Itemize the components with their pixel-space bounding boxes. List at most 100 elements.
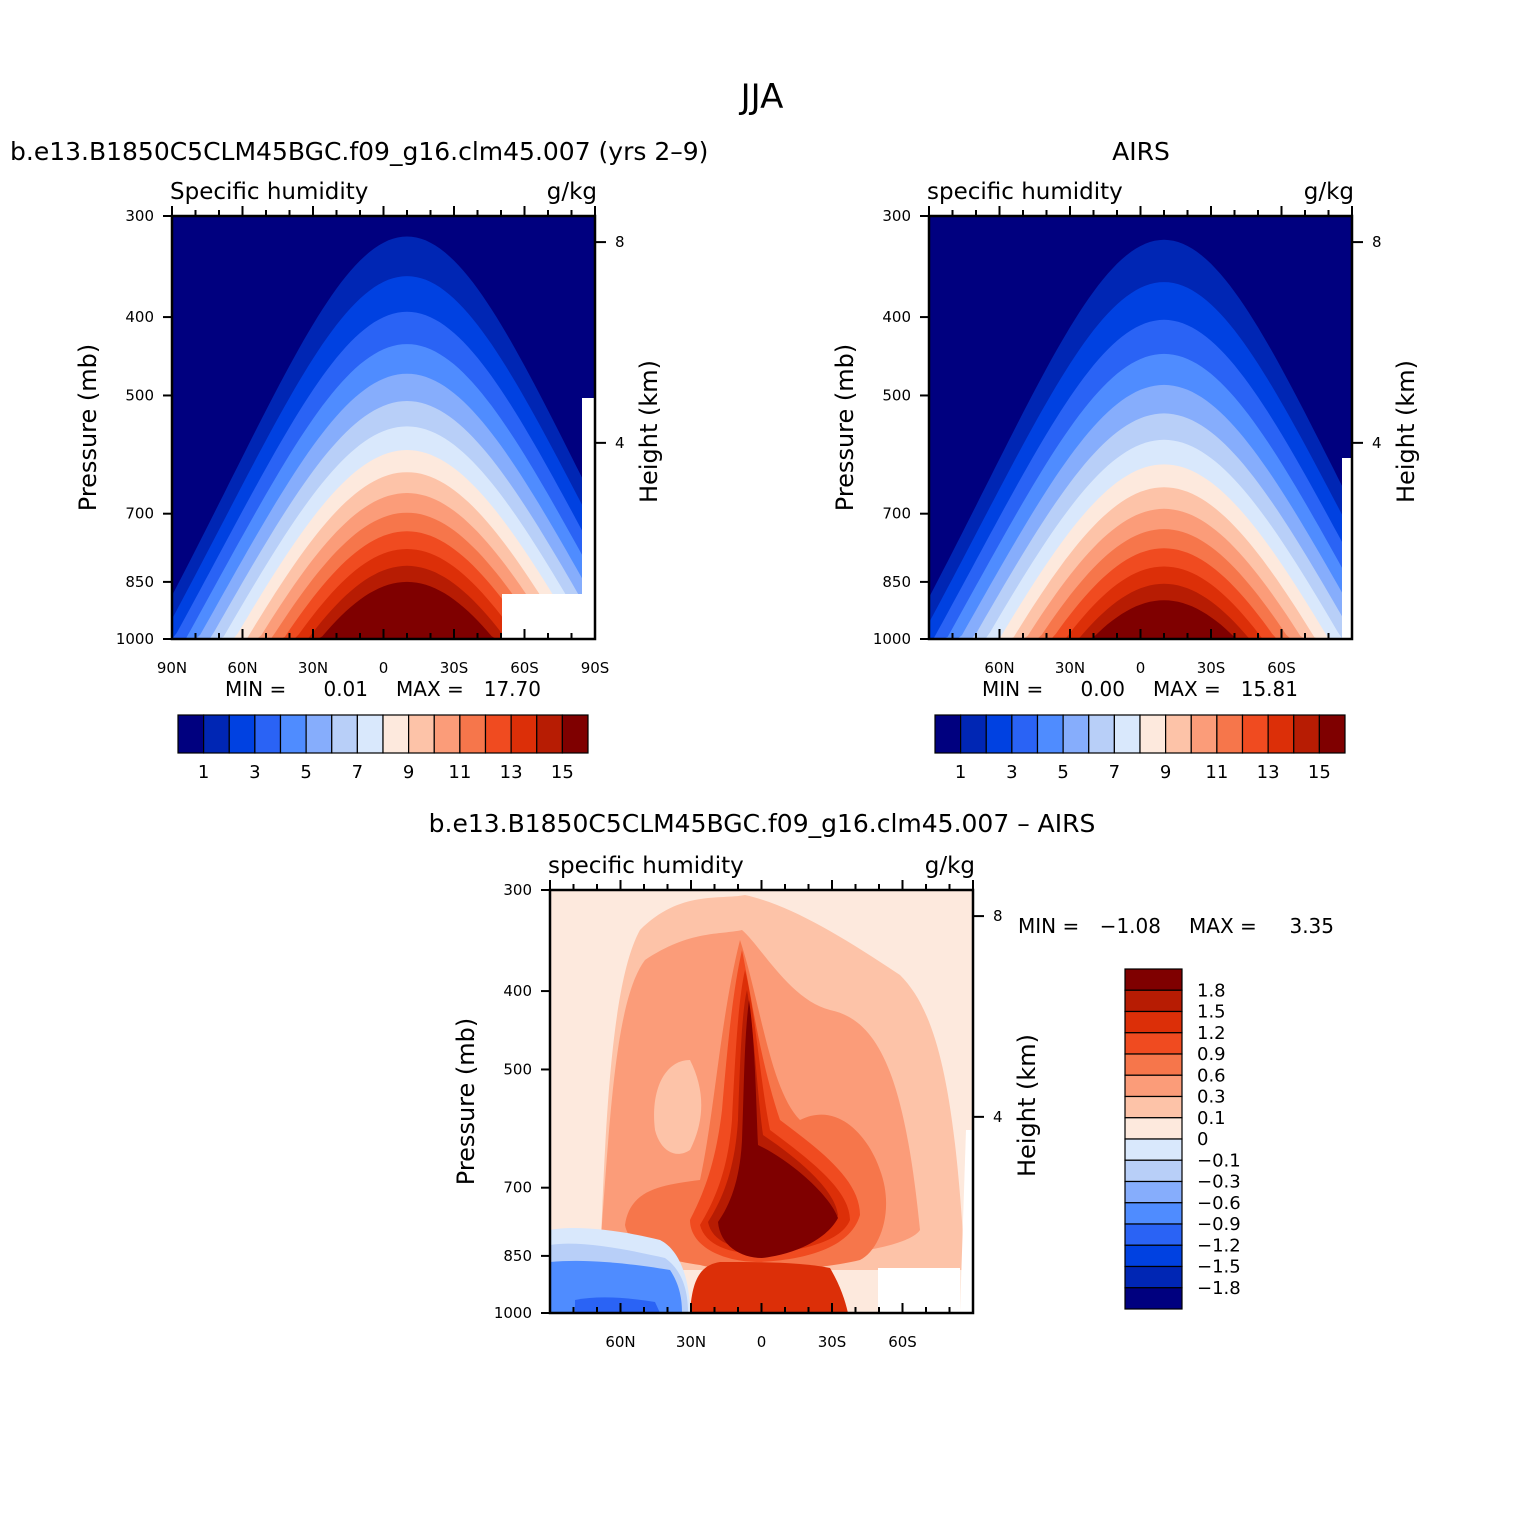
colorbar-swatch <box>1124 1202 1183 1225</box>
colorbar-label: −0.3 <box>1197 1172 1241 1193</box>
colorbar-label: 13 <box>500 762 523 783</box>
colorbar-swatch <box>1124 968 1183 991</box>
colorbar-label: 15 <box>551 762 574 783</box>
contour-field <box>172 216 595 639</box>
colorbar-swatch <box>1293 714 1320 754</box>
colorbar-swatch <box>433 714 461 754</box>
y2-tick-label: 4 <box>993 1108 1003 1126</box>
colorbar-swatch <box>1124 1244 1183 1268</box>
colorbar-swatch <box>1124 1287 1183 1310</box>
x-tick-label: 90N <box>157 659 187 677</box>
x-tick-label: 90S <box>581 659 610 677</box>
colorbar-swatch <box>305 714 333 754</box>
colorbar: 1 3 5 7 9 11 13 15 <box>934 714 1346 783</box>
colorbar-swatch <box>1088 714 1115 754</box>
colorbar-swatch <box>1124 1010 1183 1034</box>
x-tick-label: 30N <box>298 659 328 677</box>
colorbar-swatch <box>1124 1095 1183 1119</box>
y2-tick-label: 8 <box>993 907 1003 925</box>
y2-tick-label: 4 <box>615 434 625 452</box>
y2-tick-label: 8 <box>615 233 625 251</box>
stat-min-label: MIN = <box>982 677 1043 701</box>
x-tick-label: 0 <box>757 1333 767 1351</box>
y-tick-label: 500 <box>125 386 154 404</box>
colorbar-swatch <box>1124 1053 1183 1076</box>
colorbar-swatch <box>536 714 563 754</box>
terrain-mask <box>502 594 595 639</box>
y-tick-label: 400 <box>882 308 911 326</box>
x-tick-label: 0 <box>379 659 389 677</box>
y-tick-label: 300 <box>882 207 911 225</box>
y-tick-label: 400 <box>503 982 532 1000</box>
x-tick-label: 30S <box>818 1333 847 1351</box>
colorbar-label: −1.5 <box>1197 1257 1241 1278</box>
colorbar-label: 0.6 <box>1197 1065 1226 1086</box>
stat-max-value: 15.81 <box>1241 677 1298 701</box>
colorbar-label: 7 <box>1109 762 1120 783</box>
y2-tick-label: 8 <box>1372 233 1382 251</box>
stat-min-value: 0.01 <box>323 677 368 701</box>
colorbar-label: 11 <box>448 762 471 783</box>
colorbar-swatch <box>459 714 487 754</box>
colorbar-swatch <box>1011 714 1039 754</box>
y2-tick-label: 4 <box>1372 434 1382 452</box>
colorbar-swatch <box>1062 714 1090 754</box>
colorbar-label: 5 <box>1057 762 1068 783</box>
x-tick-label: 60S <box>1267 659 1296 677</box>
y-tick-label: 400 <box>125 308 154 326</box>
colorbar-swatch <box>1216 714 1244 754</box>
x-tick-label: 0 <box>1136 659 1146 677</box>
colorbar-swatch <box>1124 1265 1183 1289</box>
colorbar-label: −1.2 <box>1197 1235 1241 1256</box>
contour-field <box>550 890 973 1313</box>
x-tick-label: 30N <box>676 1333 706 1351</box>
colorbar-swatch <box>1241 714 1269 754</box>
colorbar-swatch <box>1124 1117 1183 1140</box>
stat-max-label: MAX = <box>396 677 464 701</box>
y-tick-label: 850 <box>882 573 911 591</box>
x-tick-label: 60N <box>227 659 257 677</box>
terrain-mask <box>582 398 595 594</box>
colorbar-label: 1 <box>198 762 209 783</box>
contour-band <box>690 1262 848 1313</box>
colorbar-swatch <box>1318 714 1346 754</box>
x-tick-label: 60S <box>510 659 539 677</box>
colorbar-swatch <box>1165 714 1192 754</box>
colorbar-swatch <box>1124 1223 1183 1246</box>
colorbar-label: 7 <box>352 762 363 783</box>
colorbar-label: 1.2 <box>1197 1023 1226 1044</box>
colorbar-label: 13 <box>1257 762 1280 783</box>
panel-title: b.e13.B1850C5CLM45BGC.f09_g16.clm45.007 … <box>429 809 1096 838</box>
stat-min-label: MIN = <box>225 677 286 701</box>
y2-axis-label: Height (km) <box>635 360 663 503</box>
y-tick-label: 1000 <box>873 630 911 648</box>
colorbar-swatch <box>1113 714 1141 754</box>
colorbar-label: 3 <box>249 762 260 783</box>
colorbar-swatch <box>1124 1180 1183 1204</box>
x-tick-label: 30S <box>1197 659 1226 677</box>
colorbar-label: 9 <box>1160 762 1171 783</box>
stat-min-label: MIN = <box>1018 914 1079 938</box>
colorbar-swatch <box>331 714 358 754</box>
x-tick-label: 60S <box>888 1333 917 1351</box>
contour-band <box>172 581 595 639</box>
colorbar-label: −1.8 <box>1197 1278 1241 1299</box>
y-tick-label: 1000 <box>116 630 154 648</box>
left-string: specific humidity <box>548 853 744 879</box>
colorbar-label: −0.9 <box>1197 1214 1241 1235</box>
x-tick-label: 60N <box>984 659 1014 677</box>
right-string: g/kg <box>1304 179 1354 205</box>
colorbar-label: 9 <box>403 762 414 783</box>
panel-title: b.e13.B1850C5CLM45BGC.f09_g16.clm45.007 … <box>10 137 708 166</box>
colorbar-swatch <box>1139 714 1167 754</box>
colorbar-swatch <box>382 714 410 754</box>
y-tick-label: 700 <box>125 505 154 523</box>
contour-field <box>929 216 1352 639</box>
y-tick-label: 700 <box>882 505 911 523</box>
contour-band <box>960 1130 973 1313</box>
colorbar: 1 3 5 7 9 11 13 15 <box>177 714 589 783</box>
chart-panel-1: b.e13.B1850C5CLM45BGC.f09_g16.clm45.007 … <box>10 137 708 783</box>
colorbar-label: 0.3 <box>1197 1087 1226 1108</box>
